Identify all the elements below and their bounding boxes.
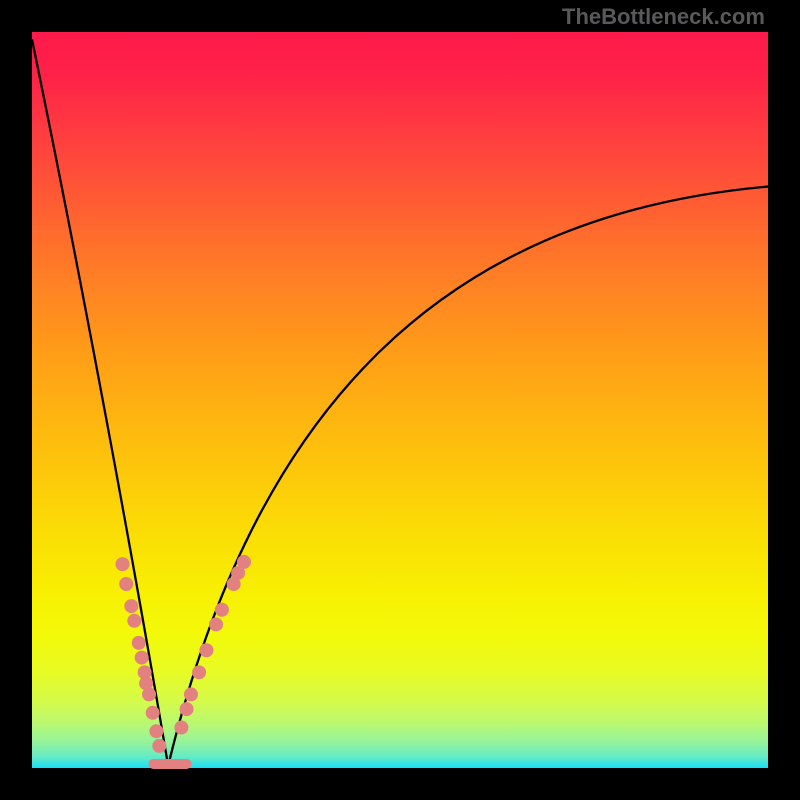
- data-marker: [209, 617, 223, 631]
- chart-container: TheBottleneck.com: [0, 0, 800, 800]
- data-marker: [215, 603, 229, 617]
- data-marker: [127, 614, 141, 628]
- bottleneck-chart: [0, 0, 800, 800]
- data-marker: [142, 687, 156, 701]
- data-marker: [135, 651, 149, 665]
- data-marker: [119, 577, 133, 591]
- data-marker: [149, 724, 163, 738]
- data-marker: [132, 636, 146, 650]
- data-marker: [124, 599, 138, 613]
- data-marker: [116, 557, 130, 571]
- data-marker: [152, 739, 166, 753]
- data-marker: [174, 721, 188, 735]
- data-marker: [146, 706, 160, 720]
- data-marker: [180, 702, 194, 716]
- data-marker: [184, 687, 198, 701]
- data-marker: [192, 665, 206, 679]
- data-marker: [237, 555, 251, 569]
- data-marker: [199, 643, 213, 657]
